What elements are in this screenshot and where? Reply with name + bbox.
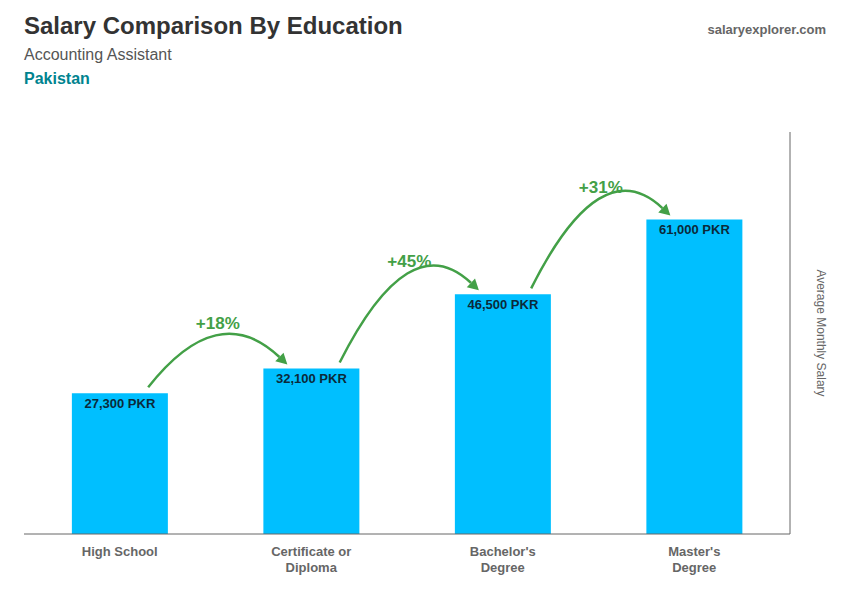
svg-text:61,000 PKR: 61,000 PKR [659,222,730,237]
svg-text:Master'sDegree: Master'sDegree [668,544,720,575]
svg-text:Average Monthly Salary: Average Monthly Salary [814,269,828,396]
html-text:Pakistan: Pakistan [24,70,90,87]
svg-text:+45%: +45% [387,252,431,271]
svg-text:32,100 PKR: 32,100 PKR [276,371,347,386]
svg-text:27,300 PKR: 27,300 PKR [84,396,155,411]
svg-text:Certificate orDiploma: Certificate orDiploma [271,544,351,575]
html-text:Salary Comparison By Education: Salary Comparison By Education [24,12,403,39]
svg-text:Bachelor'sDegree: Bachelor'sDegree [470,544,536,575]
svg-text:+18%: +18% [196,314,240,333]
html-text:salaryexplorer.com: salaryexplorer.com [707,22,826,37]
svg-text:46,500 PKR: 46,500 PKR [467,297,538,312]
svg-text:High School: High School [82,544,158,559]
html-text:Accounting Assistant: Accounting Assistant [24,46,172,63]
svg-text:+31%: +31% [579,178,623,197]
